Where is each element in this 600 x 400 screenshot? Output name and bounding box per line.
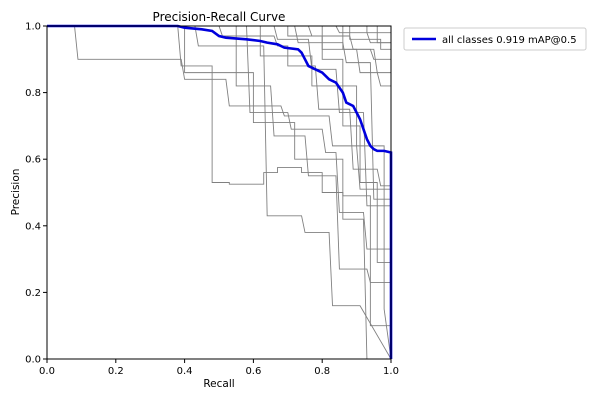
plot-frame (46, 25, 392, 360)
chart-title: Precision-Recall Curve (153, 10, 286, 24)
y-tick-label: 0.2 (25, 288, 41, 299)
x-tick-label: 0.4 (177, 366, 193, 377)
series-line-class-4 (47, 25, 392, 359)
legend-label-all-classes: all classes 0.919 mAP@0.5 (442, 35, 577, 46)
x-tick-label: 0.8 (314, 366, 330, 377)
y-tick-label: 0.0 (25, 355, 41, 366)
series-line-class-6 (47, 25, 392, 359)
x-tick-label: 1.0 (383, 366, 399, 377)
series-line-class-1 (47, 25, 392, 359)
series-line-class-17 (47, 25, 392, 359)
legend-box (403, 27, 587, 51)
y-tick-label: 1.0 (25, 22, 41, 33)
series-line-class-7 (47, 25, 392, 359)
series-line-class-2 (47, 25, 391, 360)
series-line-class-5 (47, 25, 392, 359)
y-tick-label: 0.6 (25, 155, 41, 166)
x-tick-label: 0.0 (39, 366, 55, 377)
series-line-all-classes (47, 24, 393, 359)
legend: all classes 0.919 mAP@0.5 (403, 27, 587, 51)
series-line-class-8 (47, 25, 392, 359)
series-line-class-3 (47, 25, 392, 360)
y-tick-label: 0.8 (25, 88, 41, 99)
series-layer (47, 24, 393, 360)
ticks-layer: 0.0 0.2 0.4 0.6 0.8 1.0 0.0 0.2 0.4 0.6 0.8 1.0 (25, 22, 399, 378)
series-line-class-10 (47, 25, 392, 359)
y-axis-label: Precision (10, 169, 22, 216)
y-tick-label: 0.4 (25, 221, 41, 232)
x-tick-label: 0.6 (245, 366, 261, 377)
x-axis-label: Recall (203, 378, 234, 390)
x-tick-label: 0.2 (108, 366, 124, 377)
